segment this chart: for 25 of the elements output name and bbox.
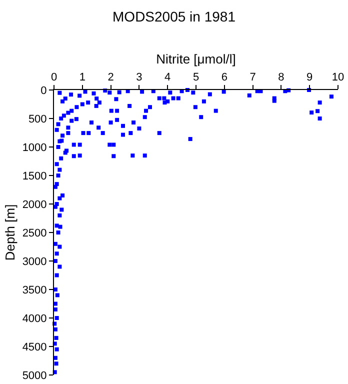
chart-title: MODS2005 in 1981 [112, 8, 236, 24]
y-tick-label: 1000 [22, 142, 47, 154]
y-tick-label: 1500 [22, 170, 47, 182]
x-tick-label: 0 [50, 72, 58, 84]
y-tick-label: 2000 [22, 198, 47, 211]
y-tick-label: 4500 [22, 341, 47, 354]
y-tick-label: 0 [40, 84, 47, 97]
x-tick-label: 6 [221, 72, 228, 84]
y-tick-label: 3500 [22, 284, 47, 296]
x-tick-label: 4 [164, 72, 171, 84]
x-tick-label: 9 [306, 72, 313, 84]
y-tick-label: 5000 [22, 370, 47, 382]
x-tick-label: 5 [192, 72, 200, 84]
x-tick-label: 8 [278, 72, 284, 84]
x-tick-label: 3 [136, 72, 142, 84]
x-tick-label: 10 [332, 72, 344, 84]
x-axis-title: Nitrite [μmol/l] [156, 52, 236, 67]
x-tick-label: 2 [108, 72, 114, 84]
y-tick-label: 4000 [22, 312, 47, 325]
y-tick-label: 3000 [22, 256, 47, 268]
x-tick-label: 1 [79, 72, 86, 84]
y-tick-label: 2500 [22, 227, 47, 240]
y-axis-title: Depth [m] [2, 204, 18, 261]
x-tick-label: 7 [250, 72, 256, 84]
y-tick-label: 500 [28, 113, 47, 126]
